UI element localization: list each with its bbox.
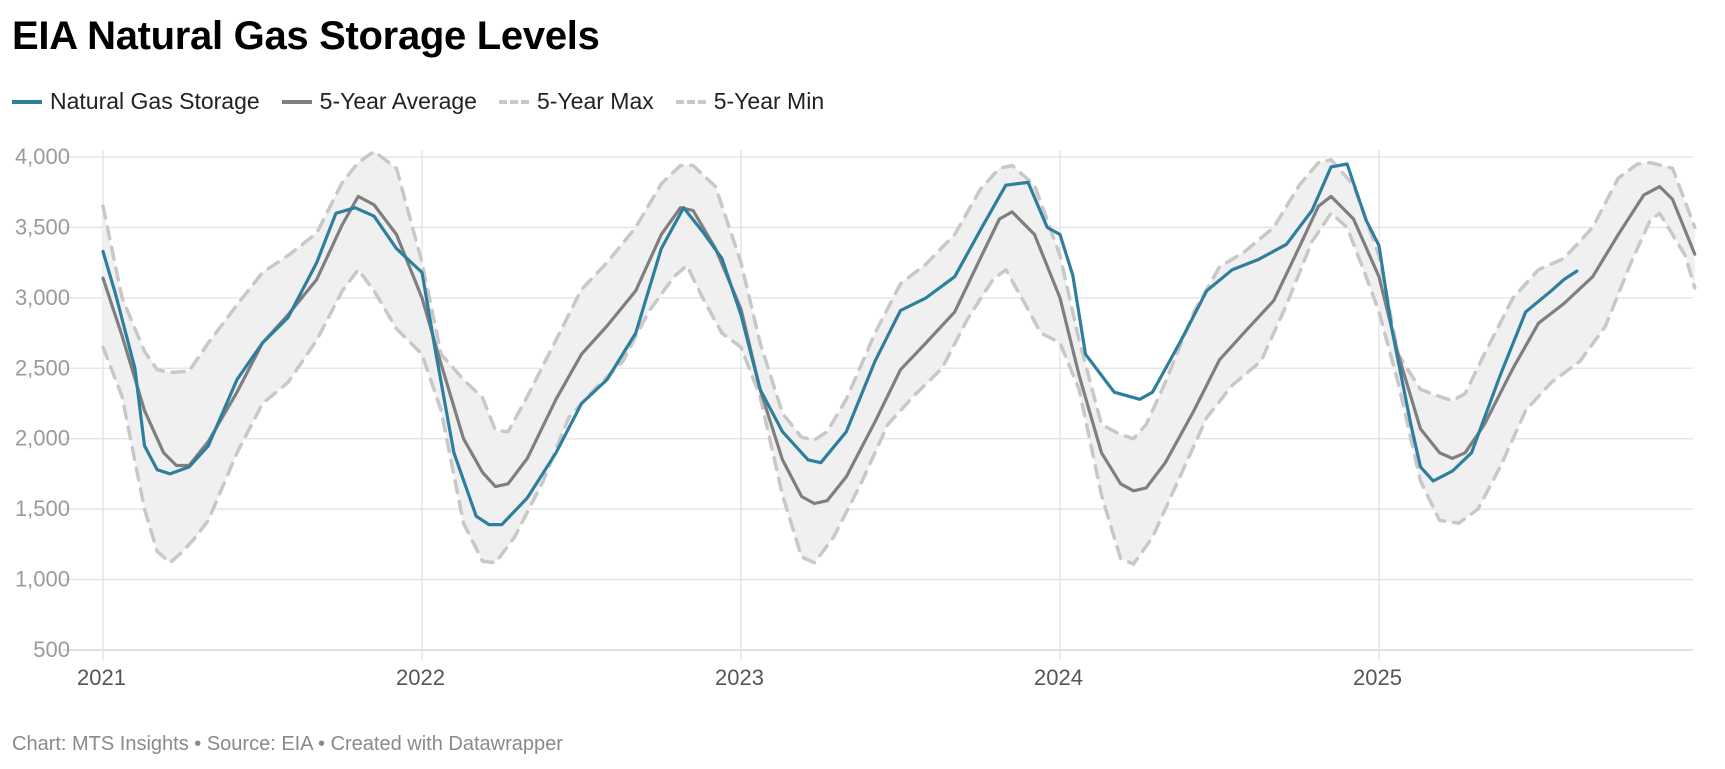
legend-item-5-year-min: 5-Year Min: [675, 88, 825, 115]
axes: 500 1,000 1,500 2,000 2,500 3,000 3,500 4,000 20…: [15, 144, 1402, 690]
legend-swatch-icon: [12, 99, 42, 104]
legend-label: 5-Year Min: [713, 88, 825, 114]
series-line-5-year-average: [101, 185, 1697, 506]
y-tick-label: 3,500: [15, 214, 70, 239]
y-tick-label: 1,500: [15, 496, 70, 521]
legend-item-natural-gas-storage: Natural Gas Storage: [12, 88, 260, 115]
y-tick-label: 500: [33, 637, 70, 662]
legend-label: 5-Year Max: [536, 88, 654, 114]
legend-swatch-icon: [498, 99, 529, 104]
y-tick-label: 2,000: [15, 426, 70, 451]
series-lines: [101, 149, 1697, 566]
series-line-5-year-max: [101, 149, 1697, 442]
legend-item-5-year-max: 5-Year Max: [498, 88, 654, 115]
legend-swatch-icon: [281, 99, 312, 104]
legend: Natural Gas Storage 5-Year Average 5-Yea…: [12, 88, 846, 115]
min-max-band: [103, 151, 1695, 565]
x-tick-label: 2022: [396, 665, 445, 690]
y-tick-label: 2,500: [15, 355, 70, 380]
x-tick-label: 2025: [1353, 665, 1402, 690]
y-tick-label: 4,000: [15, 144, 70, 169]
x-tick-label: 2023: [715, 665, 764, 690]
legend-label: Natural Gas Storage: [50, 88, 260, 114]
chart-title: EIA Natural Gas Storage Levels: [12, 14, 600, 58]
legend-item-5-year-average: 5-Year Average: [281, 88, 477, 115]
legend-label: 5-Year Average: [319, 88, 477, 114]
y-tick-label: 1,000: [15, 567, 70, 592]
legend-swatch-icon: [675, 99, 706, 104]
series-line-natural-gas-storage: [101, 162, 1579, 527]
x-tick-label: 2021: [77, 665, 126, 690]
band-area: [103, 151, 1695, 565]
y-tick-label: 3,000: [15, 285, 70, 310]
x-tick-label: 2024: [1034, 665, 1083, 690]
chart-footer: Chart: MTS Insights • Source: EIA • Crea…: [12, 733, 563, 755]
series-line-5-year-min: [101, 211, 1697, 566]
